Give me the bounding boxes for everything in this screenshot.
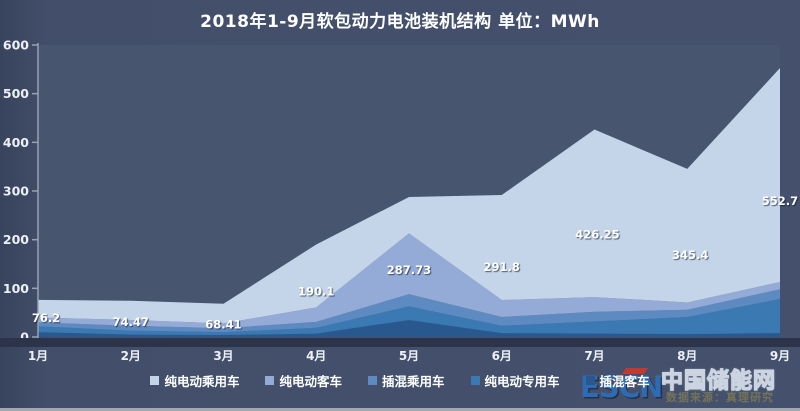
area-band xyxy=(38,233,780,329)
y-axis-tick-label: 600 xyxy=(3,38,29,53)
data-label: 74.47 xyxy=(113,315,149,329)
x-axis-label: 2月 xyxy=(121,349,141,363)
x-axis-label: 8月 xyxy=(677,349,697,363)
chart-title: 2018年1-9月软包动力电池装机结构 单位：MWh xyxy=(200,12,600,32)
data-label: 291.8 xyxy=(484,260,520,274)
x-axis-label: 3月 xyxy=(213,349,233,363)
legend-item: 纯电动乘用车 xyxy=(150,371,239,390)
legend-swatch-icon xyxy=(470,376,480,385)
data-source-watermark: 数据来源：真理研究 xyxy=(666,391,774,404)
area-band xyxy=(38,289,780,333)
escn-red-accent-icon xyxy=(621,368,649,374)
area-band xyxy=(38,299,780,336)
legend-label: 纯电动乘用车 xyxy=(164,374,240,389)
x-axis-bar xyxy=(0,338,800,347)
legend-swatch-icon xyxy=(150,376,160,385)
y-axis-tick-label: 300 xyxy=(3,184,29,199)
legend-swatch-icon xyxy=(367,376,377,385)
area-band xyxy=(38,319,780,337)
legend-item: 纯电动客车 xyxy=(265,371,342,390)
x-axis-label: 7月 xyxy=(584,349,604,363)
data-label: 552.7 xyxy=(762,194,798,208)
legend-item: 插混乘用车 xyxy=(367,371,445,390)
legend-swatch-icon xyxy=(265,376,275,385)
y-axis-tick-label: 100 xyxy=(3,281,29,296)
legend-label: 纯电动客车 xyxy=(279,374,342,389)
stacked-area-chart: 0 100 200 300 400 500 600 1月 2月 3月 4月 5月 6月 7月 8月 9月 76.… xyxy=(0,38,800,363)
data-label: 190.1 xyxy=(298,284,334,298)
y-axis-tick-label: 0 xyxy=(20,330,29,345)
bottom-border xyxy=(0,408,800,411)
x-axis-label: 1月 xyxy=(28,349,48,363)
x-axis-label: 9月 xyxy=(770,349,790,363)
legend-item: 纯电动专用车 xyxy=(470,371,560,390)
y-axis-tick-label: 200 xyxy=(3,232,29,247)
area-band xyxy=(38,68,780,324)
y-axis-tick-label: 500 xyxy=(3,86,29,101)
data-label: 287.73 xyxy=(387,263,431,277)
y-axis-tick-label: 400 xyxy=(3,135,29,150)
data-label: 76.2 xyxy=(32,311,60,325)
data-label: 68.41 xyxy=(205,318,241,332)
escn-logo: ESCN 中国储能网 数据来源：真理研究 xyxy=(548,365,800,407)
x-axis-label: 6月 xyxy=(492,349,512,363)
escn-logo-text: ESCN xyxy=(580,370,663,404)
site-name-text: 中国储能网 xyxy=(660,368,777,394)
data-label: 345.4 xyxy=(672,248,708,262)
legend-label: 插混乘用车 xyxy=(381,374,445,389)
data-label: 426.25 xyxy=(575,228,619,242)
x-axis-label: 4月 xyxy=(306,349,326,363)
x-axis-label: 5月 xyxy=(399,349,419,363)
